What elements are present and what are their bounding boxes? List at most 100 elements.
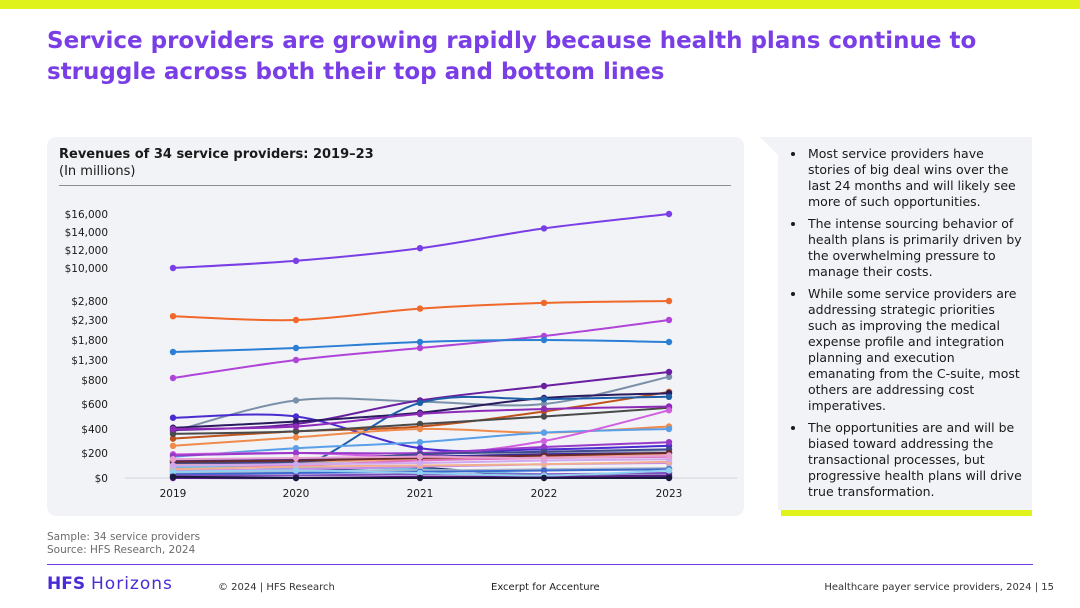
page-title: Service providers are growing rapidly be… xyxy=(47,28,977,85)
y-tick-label: $1,800 xyxy=(71,335,108,347)
data-point xyxy=(292,474,300,482)
y-tick-label: $400 xyxy=(81,424,108,436)
data-point xyxy=(665,373,673,380)
data-point xyxy=(416,245,424,252)
source-note: Sample: 34 service providers Source: HFS… xyxy=(47,531,200,557)
series-33 xyxy=(169,473,673,482)
data-point xyxy=(292,316,300,324)
data-point xyxy=(169,473,177,480)
data-point xyxy=(540,299,548,307)
data-point xyxy=(292,413,300,420)
data-point xyxy=(416,305,424,312)
y-tick-label: $2,800 xyxy=(71,296,108,308)
data-point xyxy=(665,467,673,474)
y-tick-label: $10,000 xyxy=(65,263,108,275)
data-point xyxy=(292,461,300,468)
revenue-line-chart: $0 $200 $400 $600 $800 $1,300 $1,800 $2,300 $2,8… xyxy=(65,209,737,500)
x-tick-label: 2019 xyxy=(160,488,187,500)
series-30 xyxy=(169,456,673,469)
data-point xyxy=(665,393,673,400)
data-point xyxy=(416,469,424,477)
data-point xyxy=(665,407,673,414)
data-point xyxy=(665,452,673,459)
data-point xyxy=(665,425,673,433)
copyright: © 2024 | HFS Research xyxy=(218,582,335,593)
series-line xyxy=(172,213,670,269)
data-point xyxy=(665,474,673,482)
y-tick-label: $2,300 xyxy=(71,315,108,327)
data-point xyxy=(169,414,177,421)
y-tick-label: $800 xyxy=(81,375,108,387)
note-bullet: The opportunities are and will be biased… xyxy=(806,420,1024,500)
data-point xyxy=(540,405,548,413)
data-point xyxy=(416,338,424,346)
data-point xyxy=(665,316,673,324)
data-point xyxy=(416,399,424,406)
logo-bold-text: HFS xyxy=(47,574,86,594)
footer-divider xyxy=(47,564,1033,565)
excerpt-label: Excerpt for Accenture xyxy=(491,582,600,593)
data-point xyxy=(292,449,300,457)
logo-light-text: Horizons xyxy=(91,574,173,594)
data-point xyxy=(292,445,300,452)
note-bullet: While some service providers are address… xyxy=(806,286,1024,414)
data-point xyxy=(540,443,548,451)
data-point xyxy=(292,428,300,435)
data-point xyxy=(540,454,548,462)
note-bullet: Most service providers have stories of b… xyxy=(806,146,1024,210)
data-point xyxy=(169,456,177,463)
chart-subtitle: (In millions) xyxy=(59,164,136,179)
x-tick-label: 2021 xyxy=(407,488,434,500)
x-tick-label: 2020 xyxy=(283,488,310,500)
data-point xyxy=(665,439,673,446)
data-point xyxy=(416,453,424,460)
data-point xyxy=(169,264,177,272)
data-point xyxy=(292,257,300,264)
note-bullet: The intense sourcing behavior of health … xyxy=(806,216,1024,280)
series-1 xyxy=(169,210,673,272)
x-tick-label: 2022 xyxy=(531,488,558,500)
data-point xyxy=(416,344,424,352)
data-point xyxy=(292,344,300,352)
data-point xyxy=(540,429,548,436)
data-point xyxy=(665,338,673,346)
y-tick-label: $200 xyxy=(81,448,108,460)
page-info: Healthcare payer service providers, 2024… xyxy=(824,582,1054,593)
data-point xyxy=(169,348,177,356)
data-point xyxy=(292,418,300,425)
notes-panel: Most service providers have stories of b… xyxy=(778,137,1032,510)
hfs-horizons-logo: HFS Horizons xyxy=(47,574,173,594)
x-tick-label: 2023 xyxy=(656,488,683,500)
data-point xyxy=(540,474,548,482)
data-point xyxy=(169,435,177,442)
top-accent-bar xyxy=(0,0,1080,9)
data-point xyxy=(540,382,548,390)
data-point xyxy=(416,445,424,452)
data-point xyxy=(540,225,548,232)
data-point xyxy=(416,474,424,482)
notes-list: Most service providers have stories of b… xyxy=(778,137,1032,500)
data-point xyxy=(416,410,424,418)
data-point xyxy=(540,400,548,408)
data-point xyxy=(169,468,177,475)
data-point xyxy=(540,396,548,403)
data-point xyxy=(169,374,177,382)
data-point xyxy=(292,423,300,430)
data-point xyxy=(665,297,673,305)
notes-fold xyxy=(760,137,778,155)
y-tick-label: $12,000 xyxy=(65,245,108,257)
data-point xyxy=(169,462,177,469)
data-point xyxy=(540,437,548,445)
source-text: Source: HFS Research, 2024 xyxy=(47,544,196,556)
y-tick-label: $14,000 xyxy=(65,227,108,239)
data-point xyxy=(292,434,300,441)
series-4 xyxy=(169,336,673,356)
y-tick-label: $0 xyxy=(95,473,108,485)
data-point xyxy=(540,413,548,420)
chart-title-divider xyxy=(59,185,731,186)
data-point xyxy=(169,442,177,449)
data-point xyxy=(292,356,300,364)
data-point xyxy=(416,439,424,446)
notes-accent-bar xyxy=(781,510,1032,516)
series-11 xyxy=(169,404,673,437)
